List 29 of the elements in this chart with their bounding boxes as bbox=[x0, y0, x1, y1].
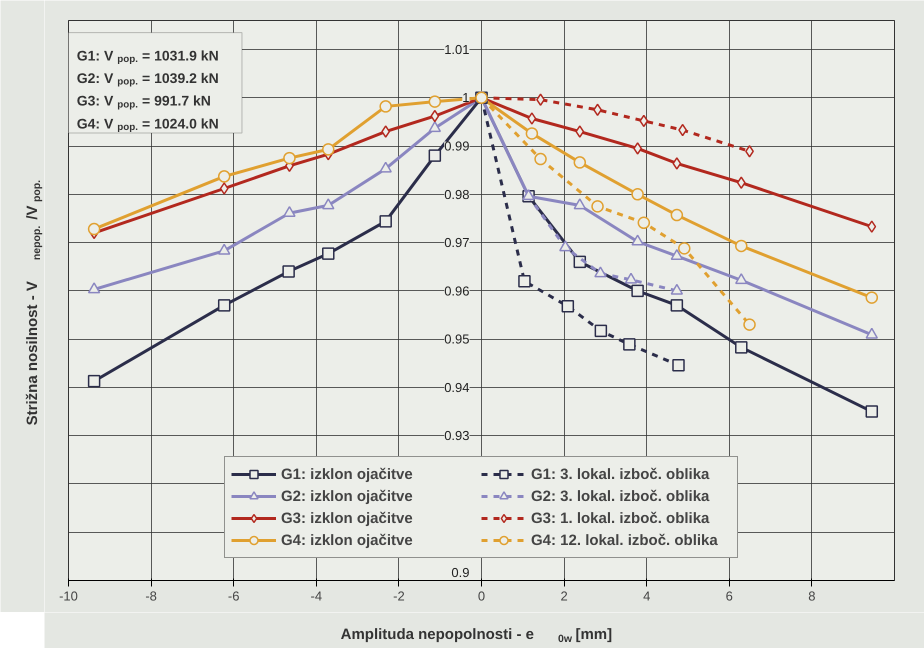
y-tick-label: 1.01 bbox=[444, 42, 470, 57]
y-tick-label: 0.95 bbox=[444, 332, 470, 347]
x-tick-label: -4 bbox=[310, 588, 322, 604]
y-tick-label: 0.98 bbox=[444, 186, 470, 202]
legend-label: G3: 1. lokal. izboč. oblika bbox=[531, 508, 710, 528]
text: Strižna nosilnost - Vnepop./Vpop. bbox=[24, 180, 43, 426]
x-tick-label: -8 bbox=[145, 588, 157, 604]
y-tick-label: 0.97 bbox=[444, 235, 470, 250]
x-tick-label: -2 bbox=[393, 588, 405, 604]
x-tick-label: -6 bbox=[228, 588, 240, 604]
x-tick-label: 6 bbox=[726, 588, 733, 604]
legend-label: G2: izklon ojačitve bbox=[281, 486, 414, 506]
legend-label: G4: izklon ojačitve bbox=[281, 530, 414, 550]
legend-label: G3: izklon ojačitve bbox=[281, 508, 414, 528]
y-tick-label: 0.9 bbox=[451, 565, 470, 580]
legend-label: G1: izklon ojačitve bbox=[281, 464, 414, 484]
y-tick-label: 0.96 bbox=[444, 283, 470, 298]
y-tick-label: 0.99 bbox=[444, 138, 470, 154]
x-tick-label: 2 bbox=[560, 588, 568, 604]
y-tick-label: 0.93 bbox=[444, 428, 470, 444]
y-tick-label: 1 bbox=[462, 90, 470, 106]
legend-label: G2: 3. lokal. izboč. oblika bbox=[531, 486, 710, 506]
legend-label: G1: 3. lokal. izboč. oblika bbox=[531, 464, 710, 484]
y-tick-label: 0.94 bbox=[444, 380, 470, 395]
legend-label: G4: 12. lokal. izboč. oblika bbox=[531, 530, 719, 550]
x-tick-label: -10 bbox=[59, 588, 78, 604]
x-tick-label: 0 bbox=[478, 588, 486, 604]
x-tick-label: 4 bbox=[643, 588, 650, 604]
x-tick-label: 8 bbox=[808, 588, 816, 604]
